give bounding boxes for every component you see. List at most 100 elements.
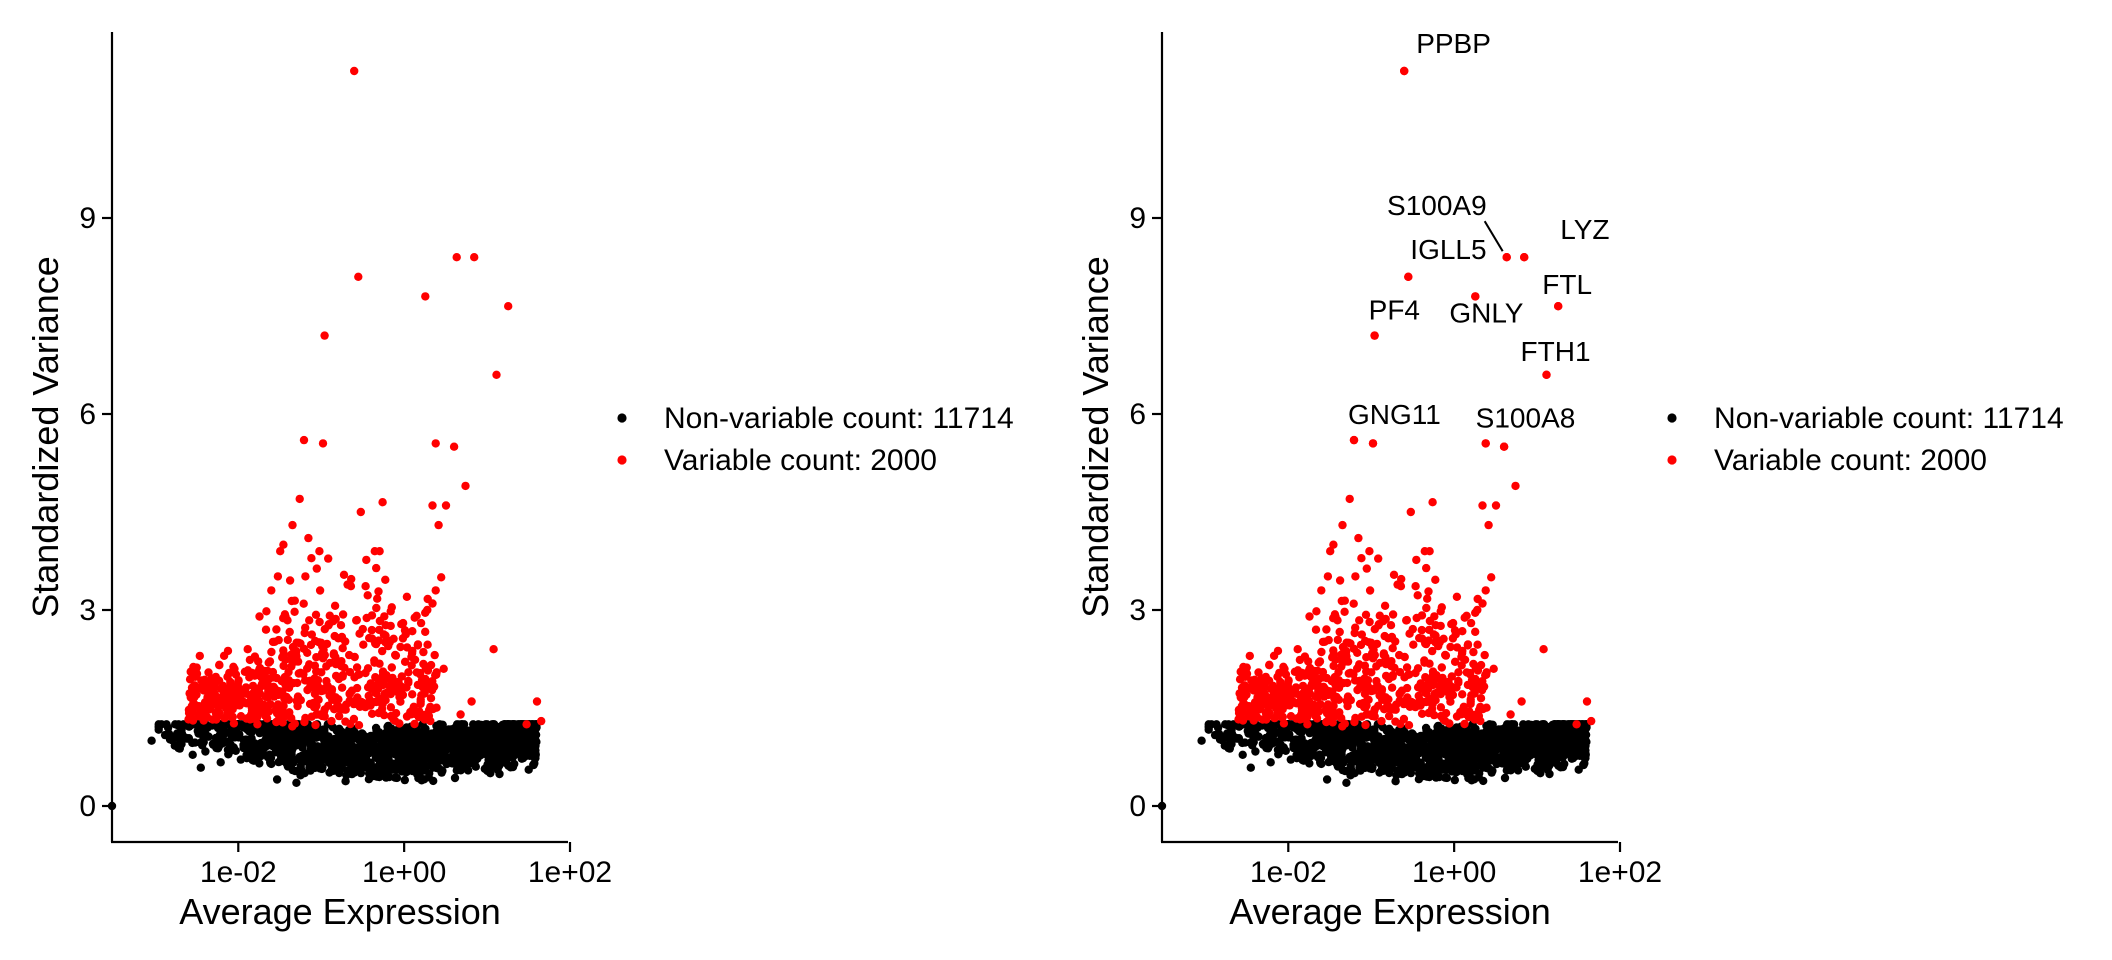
nonvariable-point — [375, 761, 384, 770]
nonvariable-point — [1445, 747, 1455, 756]
nonvariable-point — [213, 723, 223, 733]
nonvariable-point — [1450, 775, 1460, 785]
nonvariable-point — [1377, 736, 1386, 745]
variable-point — [279, 649, 288, 659]
variable-point — [318, 642, 327, 651]
variable-point — [201, 713, 210, 722]
nonvariable-point — [395, 747, 405, 756]
nonvariable-point — [1369, 735, 1379, 744]
variable-point — [234, 677, 243, 686]
nonvariable-point — [450, 773, 460, 783]
nonvariable-point — [446, 729, 455, 739]
nonvariable-point — [1243, 726, 1253, 736]
nonvariable-point — [1529, 736, 1539, 745]
variable-point — [343, 580, 352, 589]
variable-point — [1340, 719, 1350, 728]
nonvariable-point — [199, 737, 208, 746]
variable-point — [261, 692, 270, 701]
variable-point — [189, 662, 198, 672]
variable-point — [1425, 678, 1434, 687]
nonvariable-point — [1306, 751, 1315, 761]
variable-point — [292, 652, 301, 661]
nonvariable-point — [355, 749, 364, 758]
variable-point — [1303, 720, 1312, 729]
x-tick-label: 1e+02 — [528, 856, 612, 889]
variable-point — [1587, 716, 1596, 726]
variable-point — [1343, 701, 1352, 711]
variable-point — [1428, 498, 1437, 507]
variable-point — [1478, 599, 1487, 608]
y-tick-label: 6 — [79, 398, 96, 431]
nonvariable-point — [467, 750, 477, 759]
variable-point — [1368, 654, 1378, 663]
variable-point — [1411, 582, 1420, 591]
nonvariable-point — [1325, 728, 1334, 737]
nonvariable-point — [419, 766, 429, 775]
nonvariable-point — [1418, 743, 1427, 752]
variable-point — [1389, 570, 1399, 579]
variable-point — [260, 666, 269, 676]
nonvariable-point — [498, 739, 507, 749]
variable-point — [1349, 599, 1358, 608]
variable-point — [408, 627, 417, 636]
variable-point — [1257, 678, 1266, 688]
variable-point — [378, 498, 387, 507]
variable-point — [423, 640, 432, 649]
nonvariable-point — [413, 757, 422, 767]
nonvariable-point — [1338, 758, 1348, 767]
variable-point — [421, 674, 430, 684]
y-tick-label: 6 — [1129, 398, 1146, 431]
variable-point — [1298, 681, 1308, 691]
variable-point — [375, 678, 384, 687]
variable-point — [423, 605, 432, 615]
variable-point — [215, 697, 225, 706]
nonvariable-point — [275, 728, 284, 737]
variable-point — [1517, 697, 1526, 706]
nonvariable-point — [266, 753, 276, 763]
variable-point — [1428, 646, 1437, 656]
gene-label-leader — [1483, 220, 1504, 252]
variable-point — [367, 625, 376, 635]
variable-point — [1439, 634, 1448, 643]
variable-point — [1372, 662, 1381, 671]
variable-point — [532, 697, 542, 706]
variable-point — [1329, 661, 1338, 671]
legend-label: Non-variable count: 11714 — [1714, 402, 2064, 435]
variable-point — [295, 494, 304, 504]
nonvariable-point — [1567, 754, 1577, 763]
variable-point — [374, 636, 383, 645]
variable-point — [340, 704, 349, 714]
gene-label: S100A8 — [1476, 402, 1576, 433]
variable-point — [1465, 668, 1475, 678]
variable-point — [1374, 554, 1383, 563]
variable-point — [1281, 697, 1291, 707]
variable-point — [1397, 686, 1407, 695]
highlighted-point — [1499, 442, 1509, 451]
variable-point — [1458, 627, 1467, 636]
variable-point — [290, 607, 299, 616]
variable-point — [375, 625, 384, 635]
nonvariable-point — [165, 735, 175, 744]
variable-point — [1487, 573, 1496, 582]
variable-point — [470, 253, 479, 262]
variable-point — [323, 681, 332, 691]
variable-point — [1273, 709, 1282, 719]
nonvariable-point — [1249, 737, 1258, 746]
variable-point — [1381, 671, 1391, 681]
variable-point — [428, 704, 438, 714]
variable-point — [1413, 591, 1422, 600]
variable-point — [261, 625, 271, 634]
nonvariable-point — [390, 765, 400, 774]
nonvariable-point — [1440, 738, 1449, 748]
gene-label: S100A9 — [1387, 190, 1487, 221]
nonvariable-point — [1479, 776, 1488, 786]
variable-point — [408, 646, 417, 656]
variable-point — [1480, 650, 1489, 660]
x-axis-title: Average Expression — [1229, 891, 1551, 932]
variable-point — [1360, 661, 1370, 670]
scatter-points — [107, 66, 546, 811]
variable-point — [242, 689, 251, 698]
nonvariable-point — [1500, 773, 1510, 783]
variable-point — [350, 66, 359, 76]
variable-point — [380, 612, 389, 621]
